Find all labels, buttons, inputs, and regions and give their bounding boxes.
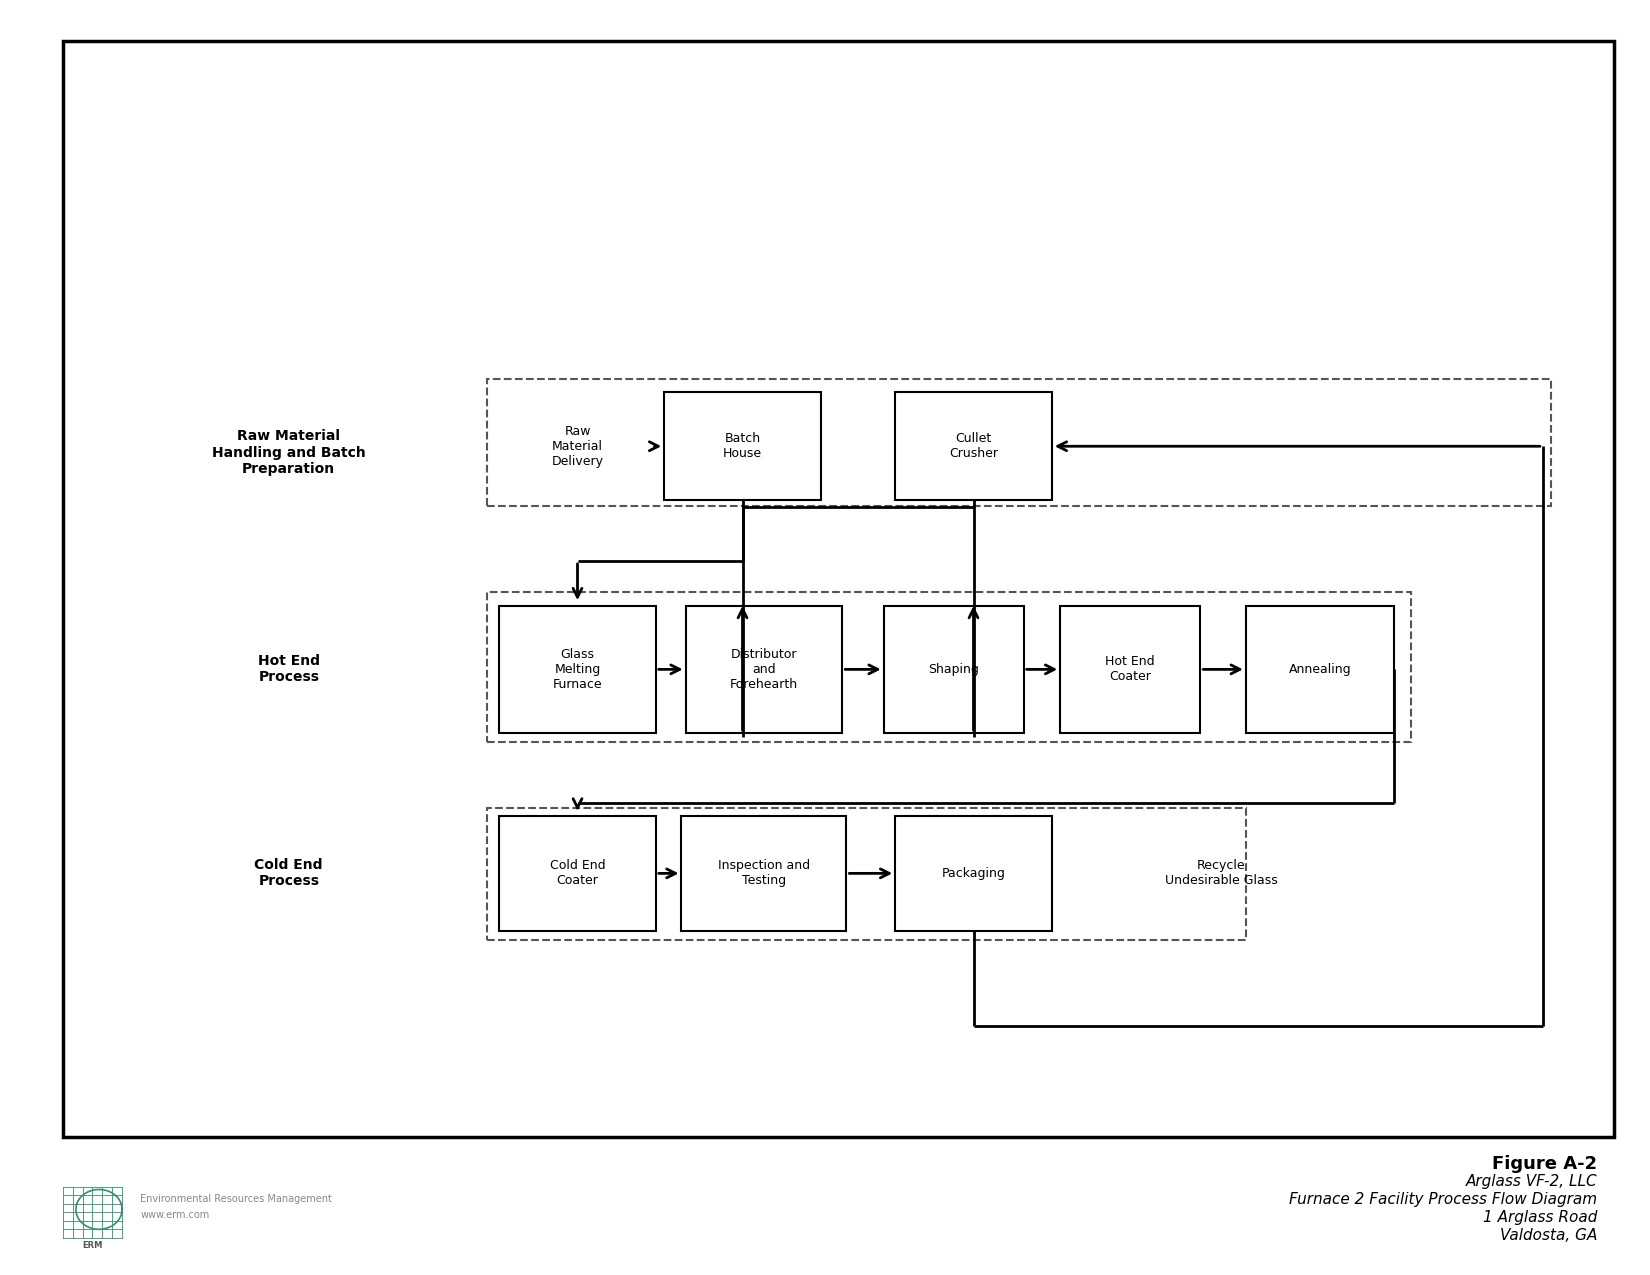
Text: Hot End
Process: Hot End Process — [257, 654, 320, 685]
Bar — [63, 41, 1614, 1137]
Text: Glass
Melting
Furnace: Glass Melting Furnace — [553, 648, 602, 691]
Text: Packaging: Packaging — [942, 867, 1005, 880]
Bar — [884, 606, 1023, 733]
Bar — [681, 816, 846, 931]
Text: Cullet
Crusher: Cullet Crusher — [949, 432, 998, 460]
Text: Raw
Material
Delivery: Raw Material Delivery — [551, 425, 604, 468]
Bar — [686, 606, 843, 733]
Bar — [894, 816, 1053, 931]
Text: Recycle
Undesirable Glass: Recycle Undesirable Glass — [1165, 859, 1277, 887]
Bar — [1246, 606, 1394, 733]
Text: Environmental Resources Management: Environmental Resources Management — [140, 1193, 332, 1204]
Text: Inspection and
Testing: Inspection and Testing — [718, 859, 810, 887]
Text: www.erm.com: www.erm.com — [140, 1210, 210, 1220]
Text: Figure A-2: Figure A-2 — [1492, 1155, 1597, 1173]
Text: Cold End
Process: Cold End Process — [254, 858, 323, 889]
Text: Distributor
and
Forehearth: Distributor and Forehearth — [729, 648, 799, 691]
Bar — [487, 808, 1246, 940]
Bar — [487, 592, 1411, 742]
Text: 1 Arglass Road: 1 Arglass Road — [1483, 1210, 1597, 1225]
Bar — [894, 393, 1053, 501]
Bar — [498, 816, 657, 931]
Bar — [1061, 606, 1201, 733]
Text: Cold End
Coater: Cold End Coater — [549, 859, 606, 887]
Text: Annealing: Annealing — [1289, 663, 1351, 676]
Bar — [487, 379, 1551, 506]
Text: Hot End
Coater: Hot End Coater — [1106, 655, 1155, 683]
Text: Arglass VF-2, LLC: Arglass VF-2, LLC — [1465, 1174, 1597, 1190]
Text: Batch
House: Batch House — [723, 432, 762, 460]
Text: Shaping: Shaping — [929, 663, 978, 676]
Bar — [663, 393, 822, 501]
Bar — [498, 606, 657, 733]
Text: Raw Material
Handling and Batch
Preparation: Raw Material Handling and Batch Preparat… — [211, 430, 366, 476]
Text: ERM: ERM — [82, 1242, 102, 1251]
Text: Valdosta, GA: Valdosta, GA — [1500, 1228, 1597, 1243]
Text: Furnace 2 Facility Process Flow Diagram: Furnace 2 Facility Process Flow Diagram — [1289, 1192, 1597, 1207]
